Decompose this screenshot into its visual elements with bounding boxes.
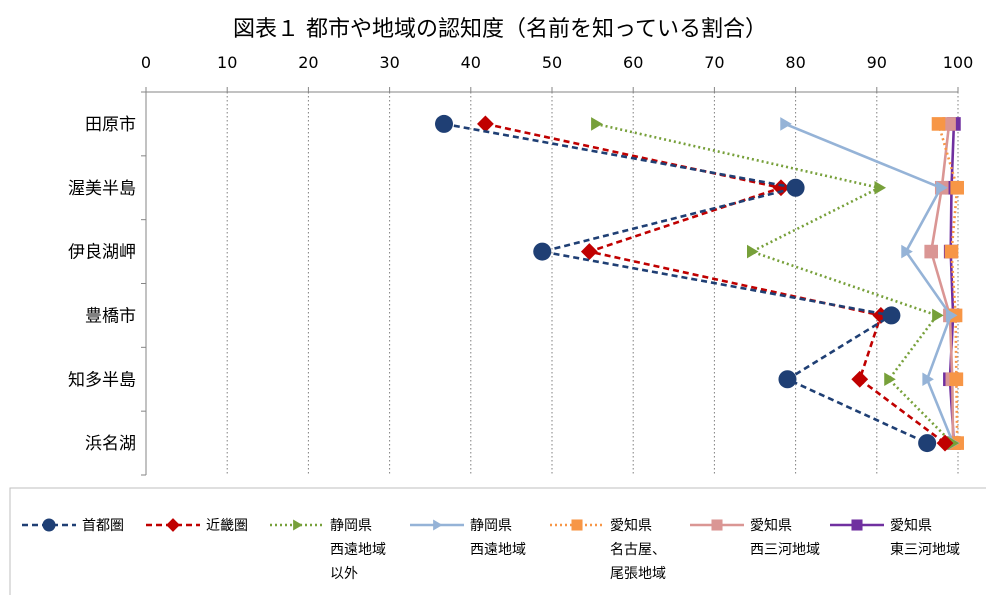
chart-title: 図表１ 都市や地域の認知度（名前を知っている割合） bbox=[233, 17, 767, 42]
legend-label: 近畿圏 bbox=[206, 518, 248, 534]
legend-swatch-marker bbox=[42, 518, 56, 532]
data-point bbox=[580, 243, 598, 260]
legend-label: 愛知県 bbox=[750, 517, 792, 534]
x-tick-label: 50 bbox=[542, 53, 562, 72]
legend-label: 西遠地域 bbox=[330, 542, 386, 558]
series-line bbox=[443, 122, 928, 445]
category-label: 伊良湖岬 bbox=[68, 243, 136, 263]
series-line bbox=[929, 123, 955, 444]
data-point bbox=[931, 117, 946, 131]
data-point bbox=[591, 117, 603, 131]
data-point bbox=[924, 244, 939, 259]
legend-label: 名古屋、 bbox=[610, 542, 666, 558]
series-1 bbox=[435, 114, 937, 453]
category-label: 渥美半島 bbox=[68, 179, 136, 199]
legend-label: 愛知県 bbox=[610, 517, 652, 534]
x-tick-label: 0 bbox=[141, 53, 151, 72]
category-label: 知多半島 bbox=[68, 370, 136, 390]
legend-label: 西遠地域 bbox=[470, 542, 526, 558]
data-point bbox=[942, 117, 956, 131]
x-axis: 0 10 20 30 40 50 60 70 80 90 100 bbox=[141, 53, 974, 476]
legend-label: 首都圏 bbox=[82, 518, 124, 534]
data-point bbox=[918, 434, 937, 453]
x-tick-label: 10 bbox=[217, 53, 237, 72]
x-tick-label: 70 bbox=[704, 53, 724, 72]
legend-swatch-marker bbox=[166, 518, 180, 532]
data-point bbox=[435, 114, 454, 133]
data-point bbox=[746, 244, 759, 259]
series-line bbox=[948, 123, 956, 444]
data-point bbox=[874, 180, 887, 195]
data-point bbox=[936, 434, 954, 452]
x-tick-label: 100 bbox=[943, 53, 974, 72]
legend-label: 東三河地域 bbox=[890, 542, 960, 558]
legend-item: 首都圏 bbox=[22, 518, 124, 534]
series-layer bbox=[435, 114, 964, 453]
data-point bbox=[932, 308, 944, 323]
series-line bbox=[784, 122, 955, 444]
series-line bbox=[937, 123, 959, 444]
legend-swatch-marker bbox=[571, 519, 583, 531]
data-point bbox=[772, 179, 790, 197]
legend: 首都圏 近畿圏 静岡県西遠地域以外静岡県西遠地域愛知県名古屋、尾張地域愛知県西三河地… bbox=[22, 517, 960, 582]
data-point bbox=[950, 180, 964, 195]
x-tick-label: 30 bbox=[379, 53, 399, 72]
series-3 bbox=[591, 117, 960, 450]
legend-swatch-marker bbox=[293, 519, 303, 531]
legend-label: 静岡県 bbox=[470, 518, 512, 534]
data-point bbox=[884, 372, 896, 387]
x-tick-label: 40 bbox=[461, 53, 481, 72]
legend-label: 尾張地域 bbox=[610, 566, 666, 582]
data-point bbox=[901, 244, 913, 259]
x-tick-label: 20 bbox=[298, 53, 318, 72]
x-tick-label: 90 bbox=[867, 53, 887, 72]
data-point bbox=[882, 306, 901, 325]
x-tick-label: 60 bbox=[623, 53, 643, 72]
legend-swatch-marker bbox=[851, 519, 863, 531]
data-point bbox=[936, 180, 948, 195]
data-point bbox=[786, 178, 805, 197]
x-tick-label: 80 bbox=[785, 53, 805, 72]
category-label: 田原市 bbox=[85, 115, 136, 135]
legend-label: 以外 bbox=[330, 566, 358, 582]
legend-label: 愛知県 bbox=[890, 517, 932, 534]
data-point bbox=[477, 115, 494, 133]
data-point bbox=[945, 308, 958, 323]
category-label: 浜名湖 bbox=[85, 434, 136, 454]
series-line bbox=[595, 122, 954, 445]
data-point bbox=[851, 370, 869, 388]
data-point bbox=[533, 242, 552, 261]
category-label: 豊橋市 bbox=[85, 306, 136, 326]
data-point bbox=[922, 372, 934, 387]
legend-label: 静岡県 bbox=[330, 518, 372, 534]
data-point bbox=[949, 372, 964, 387]
series-4 bbox=[780, 117, 960, 450]
legend-box bbox=[9, 487, 986, 595]
legend-swatch-marker bbox=[433, 519, 443, 531]
legend-item: 近畿圏 bbox=[146, 518, 248, 534]
data-point bbox=[780, 117, 792, 131]
data-point bbox=[778, 370, 797, 389]
data-point bbox=[944, 244, 959, 259]
legend-swatch-marker bbox=[711, 519, 723, 531]
legend-label: 西三河地域 bbox=[750, 542, 820, 558]
